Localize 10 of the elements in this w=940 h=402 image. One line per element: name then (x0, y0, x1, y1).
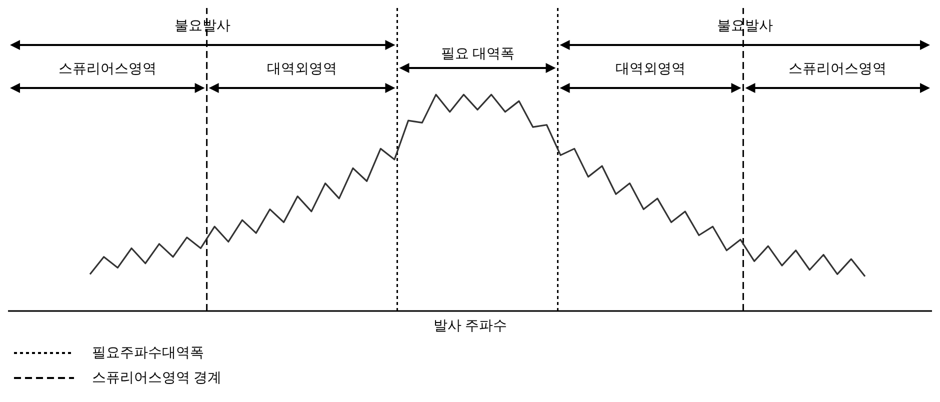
text: 불요발사 (174, 19, 231, 34)
text: 스퓨리어스영역 (58, 62, 156, 77)
text: 스퓨리어스영역 경계 (92, 370, 222, 386)
text: 필요주파수대역폭 (92, 344, 204, 362)
x-axis-title: 발사 주파수 (432, 318, 508, 336)
text: 필요 대역폭 (440, 47, 514, 62)
text: 대역외영역 (615, 62, 686, 77)
text: 불요발사 (716, 19, 773, 34)
text: 대역외영역 (267, 62, 338, 77)
text: 스퓨리어스영역 (788, 62, 887, 77)
